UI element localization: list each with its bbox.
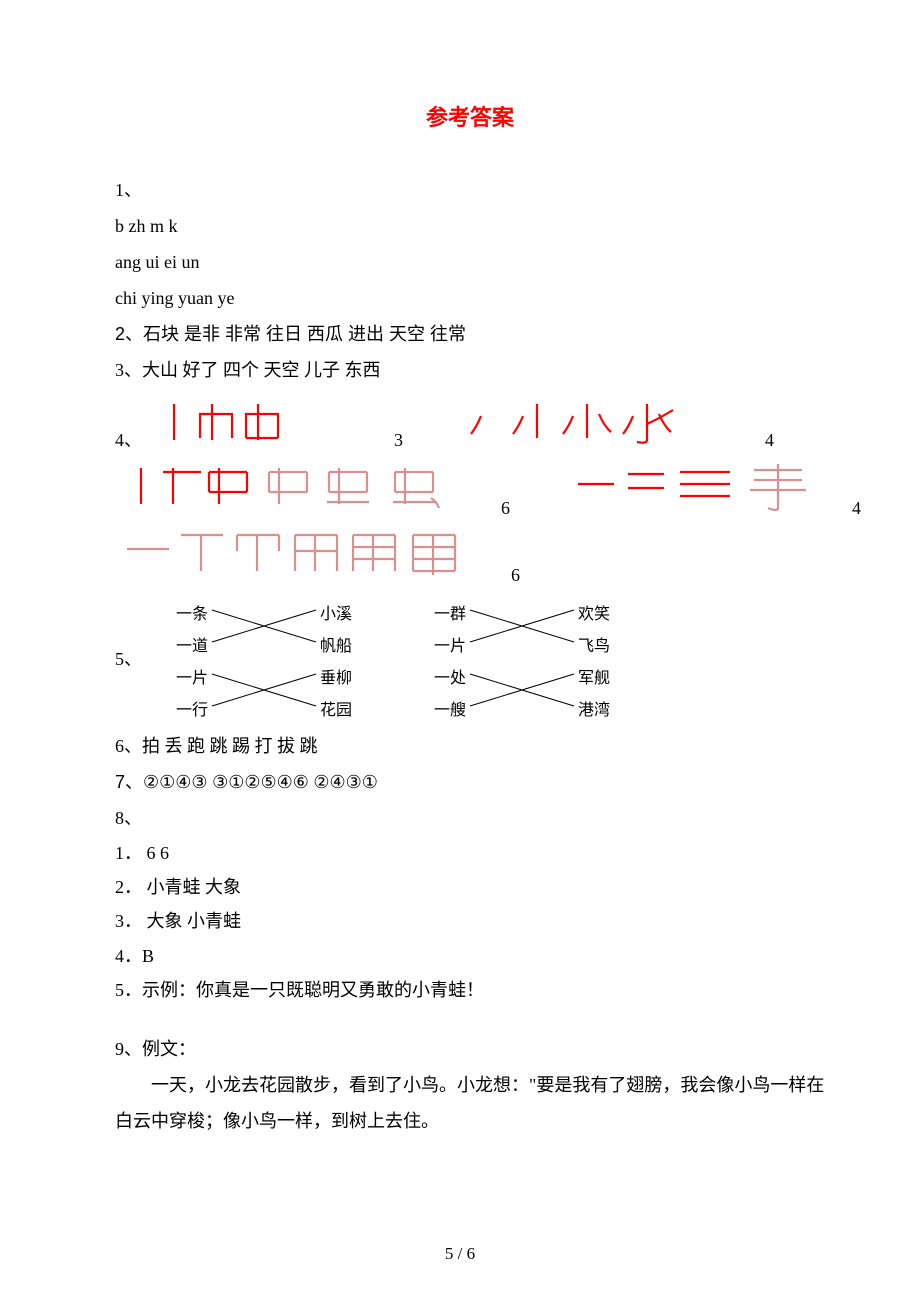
q6-label: 6、: [115, 736, 142, 756]
shou-count: 4: [852, 498, 861, 519]
match-left-item: 一群: [416, 600, 466, 624]
match-block-right: 一群一片一处一艘 欢笑飞鸟军舰港湾: [408, 594, 648, 722]
q9-label: 9、: [115, 1039, 142, 1059]
match-block-left: 一条一道一片一行 小溪帆船垂柳花园: [150, 594, 390, 722]
match-left-item: 一片: [158, 664, 208, 688]
match-left-item: 一处: [416, 664, 466, 688]
match-right-item: 飞鸟: [578, 632, 638, 656]
q4-row3: 6: [115, 527, 825, 586]
match-right-item: 欢笑: [578, 600, 638, 624]
q2-text: 石块 是非 非常 往日 西瓜 进出 天空 往常: [143, 324, 466, 344]
match-left-item: 一片: [416, 632, 466, 656]
q5-label: 5、: [115, 645, 142, 671]
match-right-item: 小溪: [320, 600, 380, 624]
q7-label: 7、: [115, 772, 143, 792]
q4-row1: 4、 3 4: [115, 396, 825, 452]
q3-label: 3、: [115, 360, 142, 380]
match-right-item: 垂柳: [320, 664, 380, 688]
q9-body: 一天，小龙去花园散步，看到了小鸟。小龙想："要是我有了翅膀，我会像小鸟一样在白云…: [115, 1067, 825, 1139]
match-right-item: 花园: [320, 696, 380, 720]
stroke-chong-icon: [119, 460, 479, 519]
match-right-item: 港湾: [578, 696, 638, 720]
page-title: 参考答案: [115, 100, 825, 132]
q1-row2: ang ui ei un: [115, 244, 825, 280]
q4-label: 4、: [115, 426, 142, 452]
q8-label: 8、: [115, 800, 825, 836]
shan-count: 3: [394, 430, 403, 451]
q3-line: 3、大山 好了 四个 天空 儿子 东西: [115, 352, 825, 388]
q9-intro: 例文：: [142, 1039, 196, 1059]
match-left-item: 一条: [158, 600, 208, 624]
stroke-huo-icon: [463, 396, 743, 451]
q2-line: 2、石块 是非 非常 往日 西瓜 进出 天空 往常: [115, 316, 825, 352]
stroke-er-icon: [119, 527, 489, 586]
match-left-item: 一艘: [416, 696, 466, 720]
q5-row: 5、 一条一道一片一行小溪帆船垂柳花园 一群一片一处一艘欢笑飞鸟军舰港湾: [115, 594, 825, 722]
q8-3: 3． 大象 小青蛙: [115, 904, 825, 938]
q9-line: 9、例文：: [115, 1031, 825, 1067]
er-count: 6: [511, 565, 520, 586]
q8-5: 5．示例：你真是一只既聪明又勇敢的小青蛙！: [115, 973, 825, 1007]
match-left-item: 一行: [158, 696, 208, 720]
match-right-item: 军舰: [578, 664, 638, 688]
q7-line: 7、②①④③ ③①②⑤④⑥ ②④③①: [115, 764, 825, 800]
q1-row1: b zh m k: [115, 208, 825, 244]
q1-row3: chi ying yuan ye: [115, 280, 825, 316]
page-number: 5 / 6: [0, 1244, 920, 1264]
huo-count: 4: [765, 430, 774, 451]
q6-text: 拍 丢 跑 跳 踢 打 拔 跳: [142, 736, 318, 756]
q2-label: 2、: [115, 324, 143, 344]
q6-line: 6、拍 丢 跑 跳 踢 打 拔 跳: [115, 728, 825, 764]
q8-1: 1． 6 6: [115, 836, 825, 870]
stroke-shan-icon: [152, 396, 372, 451]
stroke-shou-icon: [570, 460, 830, 519]
match-right-item: 帆船: [320, 632, 380, 656]
q1-label: 1、: [115, 172, 825, 208]
q8-2: 2． 小青蛙 大象: [115, 870, 825, 904]
q7-text: ②①④③ ③①②⑤④⑥ ②④③①: [143, 772, 378, 792]
chong-count: 6: [501, 498, 510, 519]
q3-text: 大山 好了 四个 天空 儿子 东西: [142, 360, 381, 380]
q4-row2: 6 4: [115, 460, 825, 519]
q8-4: 4．B: [115, 939, 825, 973]
match-left-item: 一道: [158, 632, 208, 656]
